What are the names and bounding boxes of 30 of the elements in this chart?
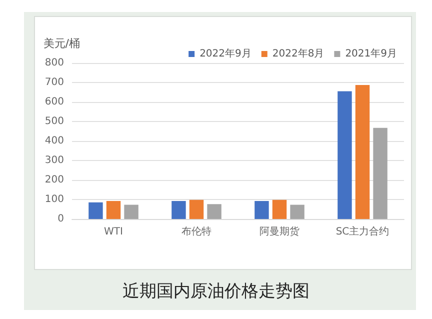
y-tick-label: 600 [44,96,64,108]
bar [373,128,388,219]
bar [189,200,204,219]
y-tick-label: 400 [44,136,64,146]
bar [88,202,103,219]
x-tick-label: 阿曼期货 [260,226,300,238]
bar [207,204,222,219]
bar [254,201,269,219]
bar [106,201,121,219]
y-tick-label: 300 [44,155,64,166]
legend-label: 2022年9月 [200,48,252,60]
bar [355,85,370,219]
bar [338,91,352,219]
y-tick-label: 100 [44,194,64,205]
bar [172,201,186,219]
y-tick-label: 0 [58,214,64,224]
x-tick-label: WTI [104,226,123,238]
legend-label: 2021年9月 [345,48,397,60]
y-axis-title: 美元/桶 [43,37,80,50]
y-tick-label: 800 [44,58,64,68]
bar [272,200,287,219]
y-tick-label: 200 [44,174,64,186]
y-tick-label: 700 [44,77,64,88]
y-tick-label: 500 [44,116,64,127]
x-tick-label: 布伦特 [182,226,212,238]
bar [290,204,304,219]
legend-label: 2022年8月 [272,48,324,60]
bar [124,204,138,219]
text: 近期国内原油价格走势图 [122,282,310,302]
x-tick-label: SC主力合约 [336,226,390,238]
